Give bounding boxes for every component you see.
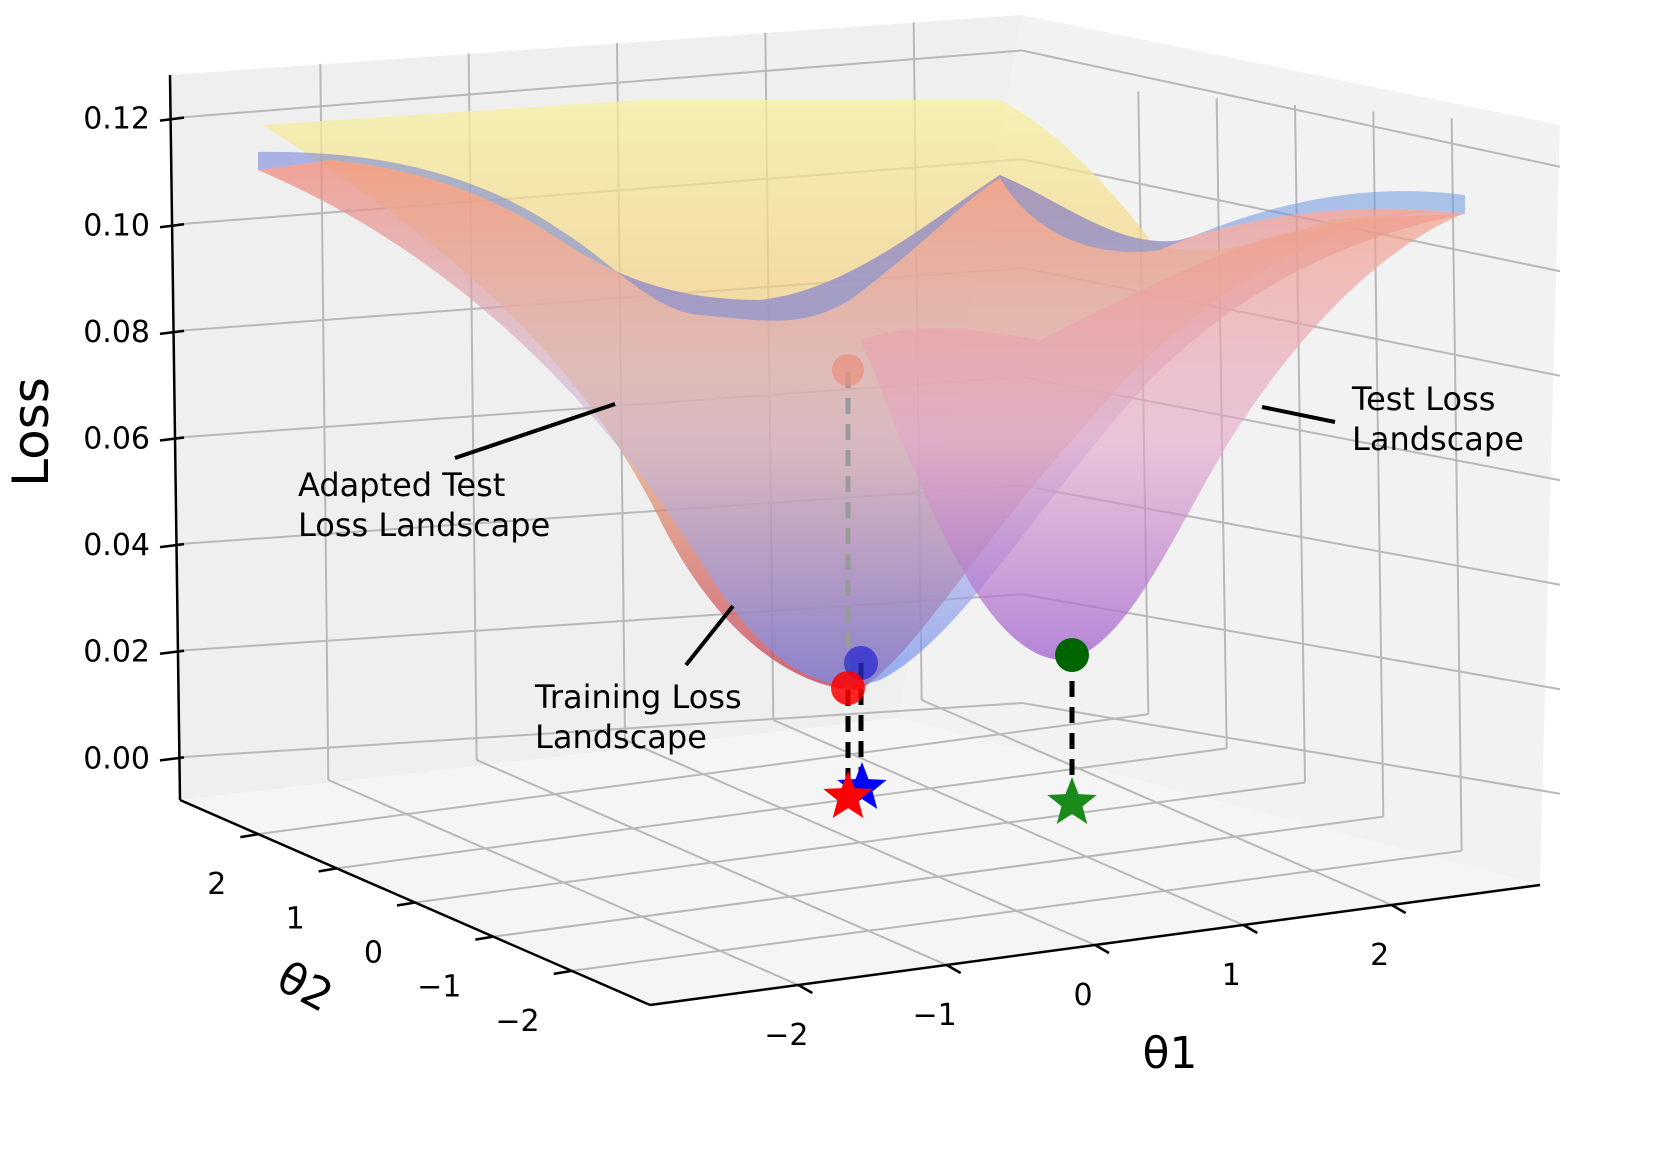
markers xyxy=(823,354,1097,824)
z-tick-label: 0.08 xyxy=(83,315,150,350)
y-floor-grid-line xyxy=(414,781,1306,904)
y-floor-grid-line xyxy=(571,849,1462,972)
z-tick-label: 0.00 xyxy=(83,741,150,776)
z-grid-line xyxy=(177,702,1023,759)
annotation-leaders xyxy=(454,402,1336,667)
annotation-adapted-line2: Loss Landscape xyxy=(298,506,550,544)
z-tick xyxy=(159,756,185,762)
surfaces xyxy=(258,100,1465,690)
z-tick-label: 0.12 xyxy=(83,102,150,137)
x-tick-label: 2 xyxy=(1370,938,1389,973)
leader-training xyxy=(684,604,735,667)
leader-test xyxy=(1261,405,1336,424)
blue-star-marker xyxy=(837,762,887,809)
y-tick xyxy=(396,901,416,907)
z-tick xyxy=(159,649,185,655)
adapted-minimum-point xyxy=(832,354,864,386)
y-tick-label: 1 xyxy=(286,901,305,936)
z-axis-label: Loss xyxy=(2,377,60,487)
training-surface-rim xyxy=(258,151,1465,321)
annotation-test-line2: Landscape xyxy=(1352,420,1524,458)
leader-adapted xyxy=(454,402,616,460)
x-tick xyxy=(946,963,962,975)
z-tick-label: 0.04 xyxy=(83,528,150,563)
z-tick xyxy=(159,329,185,336)
y-tick-label: 0 xyxy=(364,936,383,971)
x-tick xyxy=(1391,903,1407,915)
y-tick xyxy=(318,867,337,873)
z-tick-label: 0.02 xyxy=(83,635,150,670)
y-floor-grid-line xyxy=(258,713,1149,836)
annotation-training-line2: Landscape xyxy=(535,718,707,756)
x-tick xyxy=(1094,943,1110,955)
y-tick-label: 2 xyxy=(207,867,226,902)
y-tick-label: −1 xyxy=(417,970,461,1005)
annotation-test-line1: Test Loss xyxy=(1351,380,1495,418)
y-axis-label: θ2 xyxy=(269,952,341,1023)
test-loss-surface xyxy=(860,215,1460,661)
blue-minimum-point xyxy=(844,646,878,680)
z-grid-line xyxy=(177,49,1023,119)
x-axis-label: θ1 xyxy=(1143,1028,1198,1079)
z-grid-line-right xyxy=(1021,49,1561,168)
annotation-training-line1: Training Loss xyxy=(534,678,742,716)
red-minimum-point xyxy=(831,671,865,705)
y-tick xyxy=(475,935,494,941)
red-star-marker xyxy=(823,771,873,818)
z-tick-label: 0.06 xyxy=(83,422,150,457)
y-floor-grid-line xyxy=(493,815,1384,938)
x-tick-label: −1 xyxy=(913,998,957,1033)
y-tick xyxy=(240,832,259,839)
green-minimum-point xyxy=(1055,638,1089,672)
annotation-adapted-line1: Adapted Test xyxy=(298,466,505,504)
z-tick xyxy=(159,223,185,229)
axis-ticks xyxy=(159,116,1407,995)
tick-labels: 0.00 0.02 0.04 0.06 0.08 0.10 0.12 −2 −1 0 1 2 2 1 0 −1… xyxy=(83,102,1389,1053)
z-tick xyxy=(159,436,185,442)
green-star-marker xyxy=(1047,777,1097,824)
x-tick-label: −2 xyxy=(764,1018,808,1053)
x-tick-label: 0 xyxy=(1073,978,1092,1013)
x-tick xyxy=(797,983,813,995)
x-tick xyxy=(1242,923,1258,935)
z-tick-label: 0.10 xyxy=(83,208,150,243)
x-tick-label: 1 xyxy=(1222,958,1241,993)
z-tick xyxy=(159,116,185,122)
z-tick xyxy=(159,542,185,549)
y-tick-label: −2 xyxy=(495,1004,539,1039)
y-floor-grid-line xyxy=(336,747,1227,870)
y-wall-grid-line xyxy=(1450,118,1463,851)
y-tick xyxy=(553,969,572,976)
